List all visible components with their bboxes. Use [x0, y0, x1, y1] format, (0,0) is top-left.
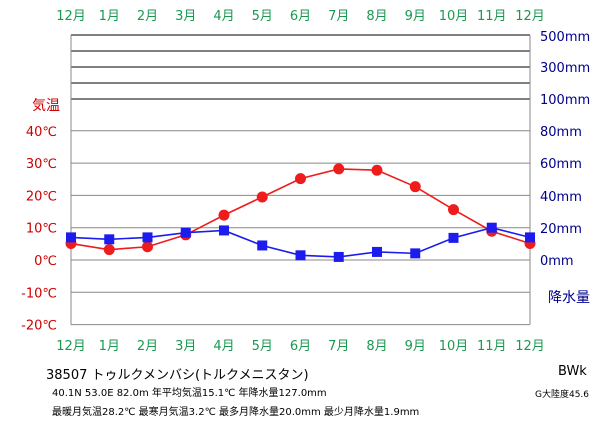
temperature-tick: 10℃ — [26, 222, 57, 237]
continentality-index: G大陸度45.6 — [535, 390, 590, 400]
month-label-bottom: 2月 — [137, 339, 158, 354]
precipitation-tick: 0mm — [540, 254, 574, 269]
month-label-top: 3月 — [175, 9, 196, 24]
month-label-top: 9月 — [405, 9, 426, 24]
month-label-bottom: 12月 — [56, 339, 86, 354]
month-label-top: 6月 — [290, 9, 311, 24]
month-label-top: 1月 — [99, 9, 120, 24]
temperature-point — [409, 181, 421, 193]
series-lines — [65, 163, 536, 262]
temperature-point — [295, 173, 306, 185]
precipitation-tick: 80mm — [540, 125, 582, 140]
temperature-tick: 30℃ — [26, 157, 57, 172]
month-labels-top: 12月 1月 2月 3月 4月 5月 6月 7月 8月 9月 10月 11月 12月 — [56, 9, 545, 24]
precipitation-tick: 300mm — [540, 61, 590, 76]
precipitation-tick: 60mm — [540, 157, 582, 172]
temperature-tick: -10℃ — [21, 286, 57, 301]
station-extremes: 最暖月気温28.2℃ 最寒月気温3.2℃ 最多月降水量20.0mm 最少月降水量… — [52, 407, 420, 418]
month-label-bottom: 4月 — [213, 339, 234, 354]
month-label-bottom: 12月 — [515, 339, 545, 354]
month-label-bottom: 10月 — [439, 339, 469, 354]
temperature-point — [256, 191, 268, 203]
temperature-tick: 0℃ — [34, 254, 57, 269]
month-label-bottom: 6月 — [290, 339, 311, 354]
climate-class: BWk — [558, 364, 587, 379]
station-title: 38507 トゥルクメンバシ(トルクメニスタン) — [46, 368, 309, 383]
month-label-top: 8月 — [366, 9, 387, 24]
temperature-tick: -20℃ — [21, 319, 57, 334]
temperature-point — [142, 241, 153, 253]
month-label-bottom: 7月 — [328, 339, 349, 354]
precipitation-axis-label: 降水量 — [548, 290, 590, 306]
month-label-top: 2月 — [137, 9, 158, 24]
precipitation-point — [486, 222, 497, 233]
precipitation-point — [295, 250, 306, 261]
month-label-bottom: 1月 — [99, 339, 120, 354]
temperature-tick: 40℃ — [26, 125, 57, 140]
precipitation-point — [104, 234, 115, 245]
month-labels-bottom: 12月 1月 2月 3月 4月 5月 6月 7月 8月 9月 10月 11月 12月 — [56, 339, 545, 354]
precipitation-tick: 500mm — [540, 30, 590, 45]
precipitation-point — [66, 232, 76, 243]
month-label-top: 12月 — [56, 9, 86, 24]
precipitation-point — [372, 246, 382, 257]
month-label-top: 10月 — [439, 9, 469, 24]
temperature-point — [218, 209, 230, 221]
precipitation-axis: 500mm300mm200mm100mm80mm60mm40mm20mm0mm降… — [540, 30, 590, 306]
month-label-bottom: 9月 — [405, 339, 426, 354]
precipitation-point — [333, 251, 344, 262]
precipitation-point — [525, 232, 535, 243]
month-label-bottom: 8月 — [366, 339, 387, 354]
month-label-top: 7月 — [328, 9, 349, 24]
precipitation-point — [410, 248, 421, 259]
month-label-bottom: 11月 — [477, 339, 507, 354]
temperature-point — [448, 204, 459, 216]
precipitation-tick: 100mm — [540, 93, 590, 108]
precipitation-point — [257, 240, 268, 251]
precipitation-point — [142, 232, 153, 243]
month-label-top: 12月 — [515, 9, 545, 24]
precipitation-tick: 20mm — [540, 222, 582, 237]
station-details: 40.1N 53.0E 82.0m 年平均気温15.1℃ 年降水量127.0mm — [52, 388, 327, 399]
month-label-top: 4月 — [213, 9, 234, 24]
temperature-point — [333, 163, 345, 175]
precipitation-point — [448, 232, 459, 243]
month-label-bottom: 3月 — [175, 339, 196, 354]
month-label-top: 11月 — [477, 9, 507, 24]
precipitation-tick: 40mm — [540, 190, 582, 205]
temperature-axis-label: 気温 — [32, 98, 60, 114]
precipitation-point — [219, 225, 229, 236]
temperature-tick: 20℃ — [26, 189, 57, 204]
month-label-top: 5月 — [252, 9, 273, 24]
temperature-point — [371, 164, 383, 176]
month-label-bottom: 5月 — [252, 339, 273, 354]
temperature-point — [103, 244, 115, 256]
temperature-axis: 気温 40℃ 30℃ 20℃ 10℃ 0℃ -10℃ -20℃ — [21, 98, 60, 334]
precipitation-point — [180, 227, 191, 238]
